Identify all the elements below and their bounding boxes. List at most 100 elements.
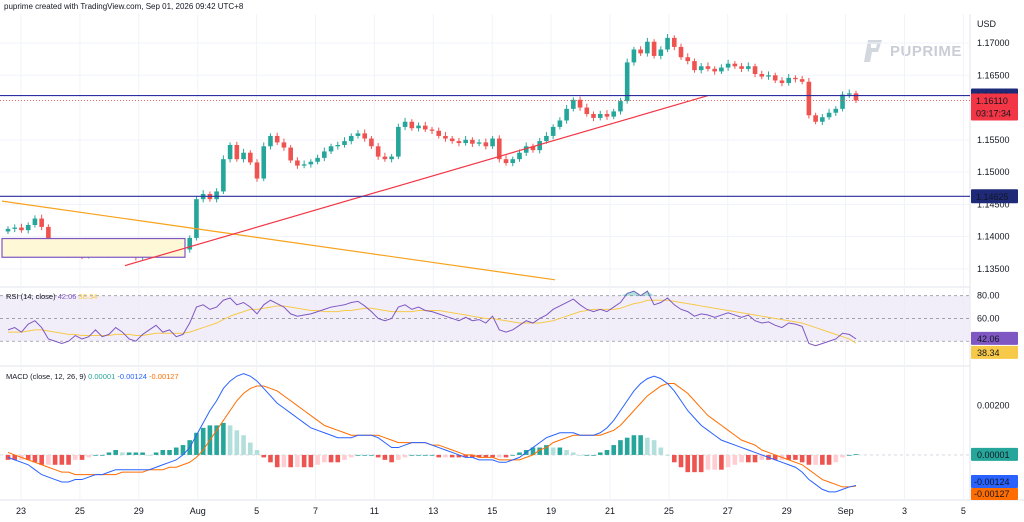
macd-histogram-bar [746,454,751,463]
x-tick-label: 19 [546,506,556,516]
candle-body [483,142,489,147]
macd-histogram-bar [638,435,643,455]
candle-body [510,159,516,164]
candle-body [692,61,697,71]
candle-body [638,49,643,54]
candle-body [497,138,502,160]
candle-body [194,199,199,238]
macd-histogram-bar [584,454,590,456]
rsi-ma-label: 38.34 [977,348,1000,358]
candle-body [187,237,193,250]
rsi-ma-tag [971,345,1018,359]
candle-body [436,130,442,136]
candle-body [348,135,354,142]
candle-body [779,80,785,84]
macd-histogram-bar [719,454,724,470]
candle-body [799,79,805,82]
macd-histogram-bar [597,452,603,455]
macd-histogram-bar [591,454,596,456]
level-price-label: 1.14625 [976,192,1009,202]
macd-signal-label: -0.00127 [974,489,1010,499]
macd-histogram-bar [268,454,273,463]
macd-histogram-bar [436,454,442,458]
macd-histogram-bar [739,454,744,463]
macd-histogram-bar [241,435,246,455]
macd-histogram-bar [671,454,677,463]
rsi-tick-label: 80.00 [977,291,1000,301]
macd-histogram-bar [362,454,367,456]
macd-histogram-bar [449,454,455,458]
candle-body [295,160,300,166]
macd-histogram-bar [772,454,778,460]
macd-histogram-bar [281,454,287,468]
candle-body [813,115,818,122]
candle-body [793,77,798,80]
macd-histogram-bar [826,454,832,465]
macd-histogram-bar [470,454,475,458]
candle-body [463,139,468,144]
candle-body [604,114,610,117]
macd-histogram-bar [813,454,818,465]
macd-histogram-bar [416,454,421,456]
chart-header: puprime created with TradingView.com, Se… [4,2,244,11]
consolidation-box [1,237,186,258]
candle-body [631,49,637,63]
candle-body [671,37,677,47]
macd-histogram-bar [93,454,98,456]
candle-body [678,46,684,58]
macd-histogram-bar [396,454,401,460]
macd-histogram-bar [476,454,482,458]
macd-histogram-bar [544,445,549,455]
x-tick-label: Sep [838,506,854,516]
candle-body [557,120,563,127]
macd-histogram-bar [261,454,267,458]
candle-body [853,93,859,101]
macd-histogram-bar [604,450,610,455]
rsi-pane: RSI (14, close) 42.06 38.34 [0,290,970,347]
candle-body [611,111,617,117]
macd-value-label: -0.00124 [974,477,1010,487]
candle-body [752,66,758,75]
candle-body [369,138,374,147]
macd-histogram-bar [153,452,159,455]
macd-histogram-bar [355,454,361,456]
macd-signal-tag [971,488,1018,500]
macd-hist-tag [971,447,1018,461]
candle-body [362,133,367,139]
candle-body [550,126,556,136]
x-tick-label: 13 [428,506,438,516]
candle-body [705,66,711,69]
macd-histogram-bar [375,454,381,458]
candle-body [402,121,408,127]
macd-histogram-bar [5,454,11,460]
macd-histogram-bar [247,442,253,455]
x-tick-label: 23 [16,506,26,516]
candle-body [32,218,38,225]
candle-body [571,99,576,109]
puprime-logo-icon [862,38,884,64]
macd-histogram-bar [564,450,569,455]
candle-body [665,37,670,50]
macd-histogram-bar [793,454,798,460]
rsi-value-label: 42.06 [977,334,1000,344]
macd-histogram-bar [140,452,145,455]
candle-body [443,135,448,139]
macd-line [7,373,857,493]
candle-body [268,135,273,147]
macd-histogram-bar [348,454,354,458]
macd-histogram-bar [820,454,825,465]
macd-histogram-bar [497,454,502,458]
x-tick-label: 11 [370,506,379,516]
macd-histogram-bar [846,454,852,456]
candle-body [826,112,832,118]
macd-histogram-bar [59,454,65,465]
macd-histogram-bar [678,454,684,468]
macd-histogram-bar [658,447,664,455]
candle-body [658,49,664,56]
macd-histogram-bar [752,454,758,463]
last-price-label: 1.16110 [976,96,1008,106]
candle-body [234,144,240,160]
macd-histogram-bar [308,454,314,468]
y-tick-label: 1.15500 [977,135,1010,145]
